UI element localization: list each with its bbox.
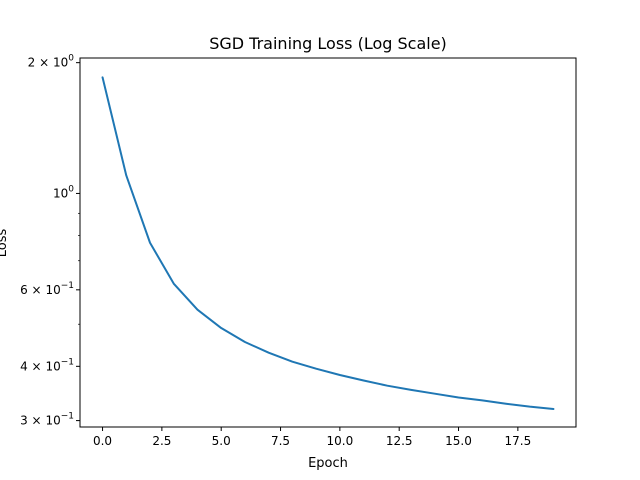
data-point — [195, 308, 199, 312]
data-point — [480, 398, 484, 402]
y-tick-label: 6 × 10−1 — [20, 281, 74, 297]
x-tick-label: 0.0 — [93, 434, 112, 448]
x-tick-label: 5.0 — [212, 434, 231, 448]
data-point — [409, 388, 413, 392]
data-point — [314, 367, 318, 371]
x-tick-label: 15.0 — [445, 434, 472, 448]
data-point — [219, 326, 223, 330]
chart-title: SGD Training Loss (Log Scale) — [209, 34, 447, 53]
plot-area — [101, 75, 555, 411]
x-tick-label: 10.0 — [327, 434, 354, 448]
y-tick-label: 3 × 10−1 — [20, 412, 74, 428]
y-axis-label: Loss — [0, 229, 10, 258]
x-axis-label: Epoch — [308, 456, 348, 471]
data-point — [457, 396, 461, 400]
axes-frame — [79, 57, 577, 428]
data-point — [338, 373, 342, 377]
data-point — [290, 360, 294, 364]
data-point — [148, 241, 152, 245]
data-point — [385, 384, 389, 388]
data-point — [124, 173, 128, 177]
series-line-0 — [101, 76, 555, 411]
y-tick-label: 4 × 10−1 — [20, 357, 74, 373]
data-point — [101, 75, 105, 79]
data-point — [172, 282, 176, 286]
data-point — [362, 379, 366, 383]
x-axis-ticks: 0.0 2.5 5.0 7.5 10.0 12.5 15.0 17.5 — [93, 427, 531, 448]
y-tick-label: 100 — [53, 184, 74, 200]
data-point — [551, 407, 555, 411]
x-tick-label: 12.5 — [386, 434, 413, 448]
data-point — [433, 392, 437, 396]
x-tick-label: 2.5 — [152, 434, 171, 448]
x-tick-label: 17.5 — [504, 434, 531, 448]
x-tick-label: 7.5 — [271, 434, 290, 448]
data-point — [528, 405, 532, 409]
data-point — [267, 351, 271, 355]
data-point — [504, 402, 508, 406]
y-tick-label: 2 × 100 — [28, 54, 75, 70]
data-point — [243, 340, 247, 344]
y-axis-ticks: 2 × 100 100 6 × 10−1 4 × 10−1 3 × 10−1 — [20, 54, 80, 428]
